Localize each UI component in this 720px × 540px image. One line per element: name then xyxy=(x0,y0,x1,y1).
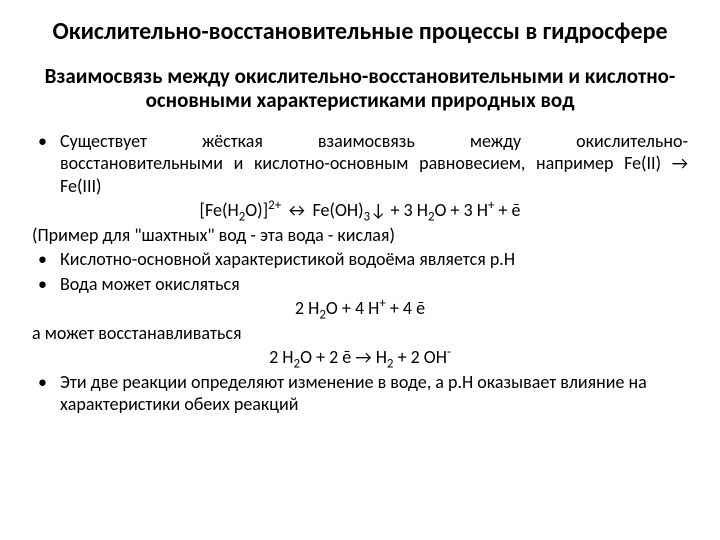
eq3-sub-2b: 2 xyxy=(387,357,394,372)
eq1-b: O)] xyxy=(245,199,268,221)
equation-2: 2 H2O + 4 H+ + 4 ē xyxy=(32,297,688,320)
eq1-e: O + 3 H xyxy=(435,199,488,221)
paragraph-2: (Пример для "шахтных" вод - эта вода - к… xyxy=(32,224,688,247)
equation-1: [Fe(H2O)]2+ ↔ Fe(OH)3↓ + 3 H2O + 3 H+ + … xyxy=(32,199,688,222)
eq3-b: O + 2 ē → H xyxy=(300,346,387,368)
eq1-c: ↔ Fe(OH) xyxy=(281,199,363,221)
equation-3: 2 H2O + 2 ē → H2 + 2 OH- xyxy=(32,346,688,369)
p1-word-d: между xyxy=(470,130,521,153)
eq1-d: ↓ + 3 H xyxy=(370,199,428,221)
eq2-a: 2 H xyxy=(295,297,319,319)
content-body: • Существует жёсткая взаимосвязь между о… xyxy=(32,130,688,416)
eq1-a: [Fe(H xyxy=(200,199,239,221)
eq3-sup-m: - xyxy=(447,345,451,360)
paragraph-5: а может восстанавливаться xyxy=(32,322,688,345)
bullet-item-3: • Вода может окисляться xyxy=(32,273,688,296)
bullet-1-text: Существует жёсткая взаимосвязь между оки… xyxy=(60,130,688,198)
bullet-item-4: • Эти две реакции определяют изменение в… xyxy=(32,371,688,416)
bullet-dot: • xyxy=(32,248,60,271)
bullet-item-2: • Кислотно-основной характеристикой водо… xyxy=(32,248,688,271)
bullet-item-1: • Существует жёсткая взаимосвязь между о… xyxy=(32,130,688,198)
p1-word-e: окислительно- xyxy=(576,130,688,153)
bullet-3-text: Вода может окисляться xyxy=(60,273,688,296)
bullet-4-text: Эти две реакции определяют изменение в в… xyxy=(60,371,688,416)
eq1-sub-2b: 2 xyxy=(428,210,435,225)
p1-word-c: взаимосвязь xyxy=(318,130,415,153)
eq1-sup-2p: 2+ xyxy=(268,198,281,213)
bullet-dot: • xyxy=(32,273,60,296)
p1-word-a: Существует xyxy=(60,130,147,153)
p1-line2: восстановительными и кислотно-основным р… xyxy=(60,152,688,197)
bullet-dot: • xyxy=(32,130,60,198)
eq2-b: O + 4 H xyxy=(326,297,379,319)
eq1-f: + ē xyxy=(494,199,520,221)
bullet-2-text: Кислотно-основной характеристикой водоём… xyxy=(60,248,688,271)
bullet-dot: • xyxy=(32,371,60,416)
eq3-c: + 2 OH xyxy=(394,346,447,368)
page-title: Окислительно-восстановительные процессы … xyxy=(32,18,688,46)
eq3-a: 2 H xyxy=(269,346,293,368)
p1-word-b: жёсткая xyxy=(202,130,263,153)
page-subtitle: Взаимосвязь между окислительно-восстанов… xyxy=(32,64,688,112)
eq2-sub-2: 2 xyxy=(319,308,326,323)
eq2-c: + 4 ē xyxy=(386,297,425,319)
